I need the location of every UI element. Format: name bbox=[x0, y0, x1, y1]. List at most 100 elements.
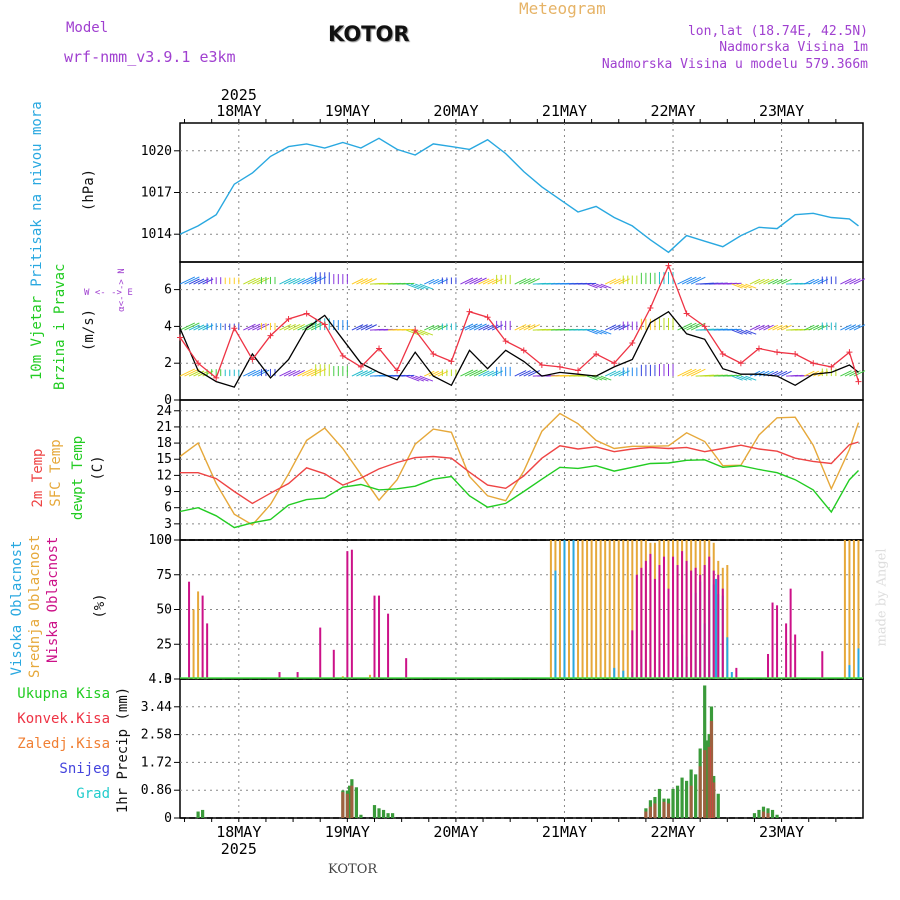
high-cloud-bar bbox=[714, 578, 717, 679]
total-precip-bar bbox=[716, 793, 720, 818]
low-cloud-bar bbox=[658, 565, 661, 679]
wind-arrow bbox=[813, 278, 824, 285]
wind-arrow bbox=[478, 370, 490, 377]
wind-gust-marker bbox=[321, 321, 328, 328]
total-precip-bar bbox=[359, 814, 363, 818]
conv-precip-bar bbox=[709, 721, 714, 818]
wind-arrow bbox=[478, 278, 490, 285]
wind-arrow bbox=[179, 322, 196, 331]
wind-arrow bbox=[288, 370, 301, 377]
wind-arrow bbox=[433, 324, 444, 331]
wind-arrow bbox=[591, 329, 603, 335]
wind-arrow bbox=[428, 370, 439, 377]
wind-arrow bbox=[817, 324, 829, 331]
low-cloud-bar bbox=[721, 588, 724, 679]
wind-arrow bbox=[586, 375, 598, 381]
wind-arrow bbox=[736, 283, 748, 289]
wind-arrow bbox=[528, 324, 540, 331]
wind-arrow bbox=[184, 276, 200, 285]
mid-cloud-bar bbox=[581, 540, 584, 679]
y-tick-label-4-3: 2.58 bbox=[141, 728, 172, 743]
wind-arrow bbox=[365, 370, 377, 377]
low-cloud-bar bbox=[378, 595, 381, 679]
top-day-label-5: 23MAY bbox=[759, 102, 804, 120]
temp-unit: (C) bbox=[90, 455, 106, 481]
total-precip-bar bbox=[752, 813, 757, 818]
wind-arrow bbox=[424, 278, 435, 285]
wind-gust-marker bbox=[267, 332, 274, 339]
wind-arrow bbox=[306, 322, 322, 331]
wind-arrow bbox=[523, 370, 536, 377]
y-tick-label-2-5: 15 bbox=[156, 452, 172, 467]
high-cloud-bar bbox=[554, 570, 557, 679]
pressure-unit: (hPa) bbox=[81, 168, 97, 212]
wind-arrow bbox=[415, 283, 429, 290]
wind-arrow bbox=[681, 368, 697, 377]
temp-label-2m: 2m Temp bbox=[30, 448, 46, 508]
mid-cloud-bar bbox=[626, 540, 629, 679]
wind-arrow bbox=[600, 329, 612, 335]
wind-arrow bbox=[514, 278, 527, 285]
wind-gust-marker bbox=[810, 360, 817, 367]
wind-arrow bbox=[844, 324, 857, 331]
wind-arrow bbox=[193, 278, 205, 285]
wind-arrow bbox=[247, 277, 261, 285]
y-tick-label-4-1: 0.86 bbox=[141, 783, 172, 798]
y-tick-label-4-2: 1.72 bbox=[141, 755, 172, 770]
wind-arrow bbox=[247, 369, 261, 377]
mid-cloud-bar bbox=[192, 609, 195, 679]
wind-arrow bbox=[283, 370, 296, 377]
wind-arrow bbox=[840, 370, 852, 377]
wind-arrow bbox=[415, 329, 429, 336]
y-tick-label-3-4: 100 bbox=[149, 533, 172, 548]
wind-arrow bbox=[279, 278, 292, 285]
wind-arrow bbox=[243, 277, 256, 285]
mid-cloud-bar bbox=[843, 540, 846, 679]
top-day-label-4: 22MAY bbox=[650, 102, 695, 120]
wind-arrow bbox=[256, 369, 270, 377]
wind-gust-marker bbox=[448, 358, 455, 365]
wind-gust-marker bbox=[502, 338, 509, 345]
wind-gust-marker bbox=[376, 345, 383, 352]
wind-arrow bbox=[424, 324, 435, 331]
sfc-temp-line bbox=[179, 412, 860, 526]
model-elevation-label: Nadmorska Visina u modelu 579.366m bbox=[601, 57, 868, 72]
wind-gust-marker bbox=[647, 305, 654, 311]
wind-arrow bbox=[731, 283, 743, 289]
wind-arrow bbox=[424, 370, 435, 377]
wind-gust-marker bbox=[828, 363, 835, 370]
wind-gust-marker bbox=[846, 349, 853, 356]
total-precip-bar bbox=[381, 809, 386, 818]
cloud-label-low: Niska Oblacnost bbox=[45, 536, 61, 663]
conv-precip-bar bbox=[350, 785, 354, 818]
wind-arrow bbox=[604, 324, 617, 331]
wind-arrow bbox=[279, 370, 292, 377]
wind-gust-marker bbox=[357, 363, 364, 370]
total-precip-bar bbox=[694, 774, 698, 818]
wind-arrow bbox=[356, 278, 368, 285]
wind-arrow bbox=[306, 368, 322, 377]
low-cloud-bar bbox=[201, 595, 204, 679]
y-tick-label-3-2: 50 bbox=[156, 603, 172, 618]
total-precip-bar bbox=[372, 805, 377, 818]
conv-precip-bar bbox=[653, 803, 657, 818]
low-cloud-bar bbox=[631, 630, 634, 679]
low-cloud-bar bbox=[672, 556, 675, 679]
low-cloud-bar bbox=[662, 556, 665, 679]
wind-arrow bbox=[469, 369, 483, 377]
dewpt-line bbox=[179, 459, 859, 529]
total-precip-bar bbox=[390, 813, 395, 818]
low-cloud-bar bbox=[685, 560, 688, 679]
wind-arrow bbox=[849, 278, 861, 285]
wind-arrow bbox=[758, 324, 770, 331]
wind-arrow bbox=[595, 283, 607, 289]
wind-arrow bbox=[419, 375, 434, 382]
mid-cloud-bar bbox=[852, 540, 855, 679]
total-precip-bar bbox=[377, 808, 381, 818]
wind-arrow bbox=[188, 324, 200, 331]
wind-arrow bbox=[758, 278, 770, 285]
wind-gust-marker bbox=[538, 362, 545, 369]
wind-arrow bbox=[817, 278, 829, 285]
wind-arrow bbox=[405, 375, 420, 382]
total-precip-bar bbox=[675, 785, 680, 818]
